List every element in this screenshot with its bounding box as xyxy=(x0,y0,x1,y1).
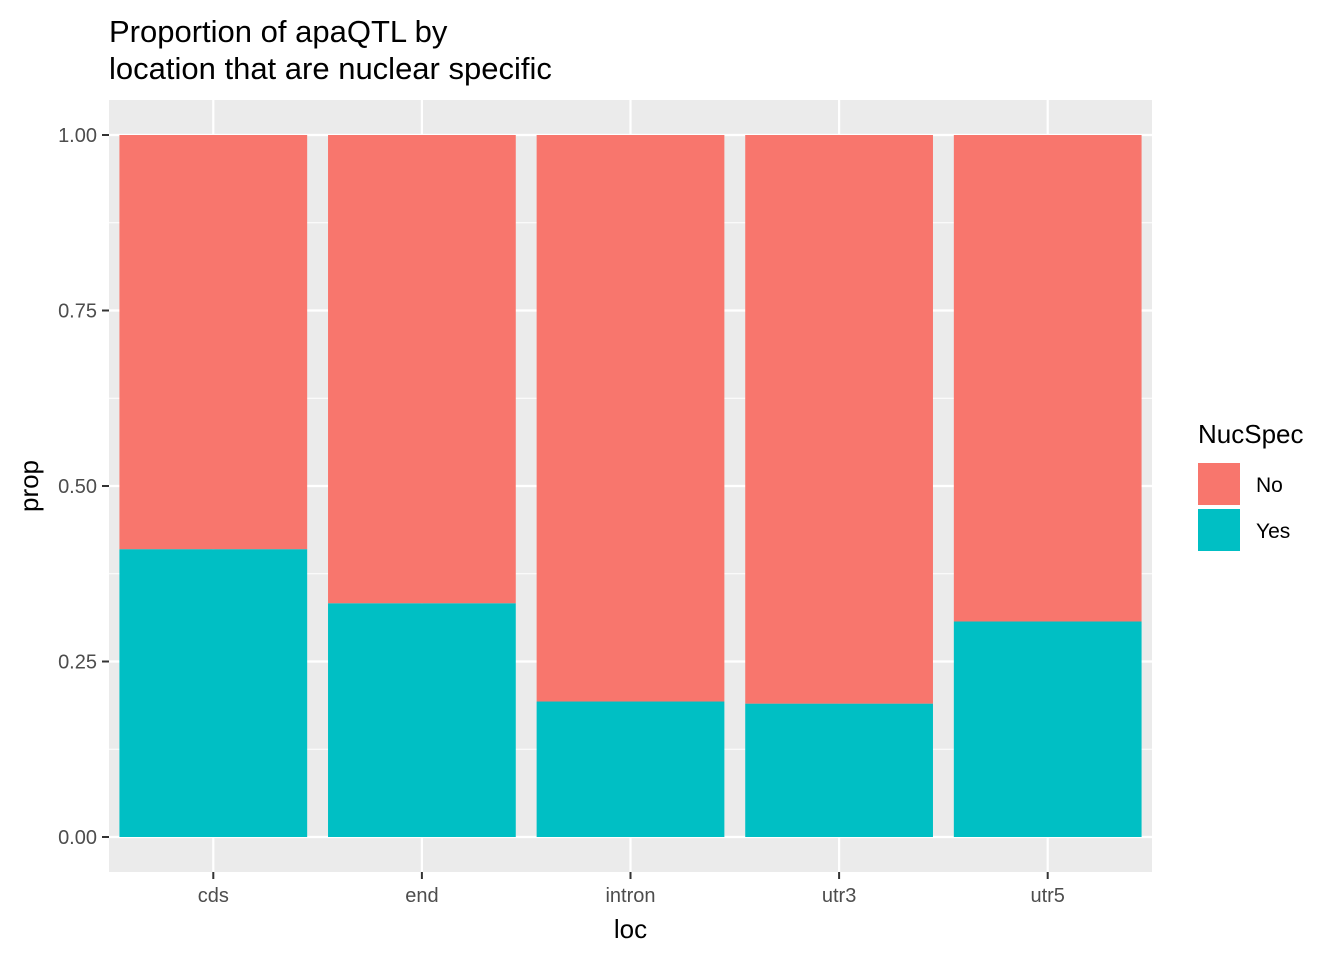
bar-cds-no xyxy=(119,135,308,550)
legend-swatch-yes xyxy=(1198,509,1240,551)
legend: NucSpec No Yes xyxy=(1198,419,1304,551)
bars-layer xyxy=(119,135,1142,837)
bar-cds-yes xyxy=(119,549,308,837)
y-tick-label: 0.75 xyxy=(58,301,97,323)
x-tick-label: cds xyxy=(198,885,229,907)
bar-end-no xyxy=(328,135,516,604)
legend-swatch-no xyxy=(1198,463,1240,505)
legend-label-no: No xyxy=(1256,474,1283,497)
x-axis-title: loc xyxy=(614,914,647,944)
chart-title-line-1: Proportion of apaQTL by xyxy=(109,14,448,49)
y-tick-label: 0.25 xyxy=(58,652,97,674)
bar-utr5-no xyxy=(953,135,1142,622)
chart-title-line-2: location that are nuclear specific xyxy=(109,51,552,86)
legend-title: NucSpec xyxy=(1198,419,1304,449)
bar-utr3-yes xyxy=(745,703,933,837)
x-tick-label: utr3 xyxy=(822,885,856,907)
y-tick-label: 1.00 xyxy=(58,125,97,147)
y-tick-label: 0.50 xyxy=(58,476,97,498)
x-tick-label: intron xyxy=(605,885,655,907)
axis-layer: 0.00 0.25 0.50 0.75 1.00 cds end intron utr3 utr5 xyxy=(58,125,1065,907)
y-tick-label: 0.00 xyxy=(58,827,97,849)
bar-utr3-no xyxy=(745,135,933,704)
y-axis-title: prop xyxy=(14,460,44,512)
bar-intron-yes xyxy=(536,701,725,837)
x-tick-label: utr5 xyxy=(1030,885,1064,907)
bar-utr5-yes xyxy=(953,621,1142,837)
x-tick-label: end xyxy=(405,885,438,907)
legend-label-yes: Yes xyxy=(1256,520,1290,543)
bar-intron-no xyxy=(536,135,725,702)
bar-end-yes xyxy=(328,603,516,837)
